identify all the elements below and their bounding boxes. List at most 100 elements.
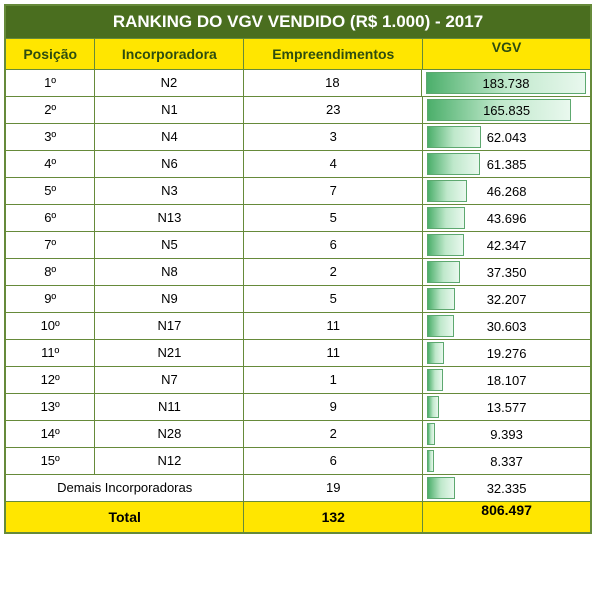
total-emp: 132 bbox=[244, 502, 423, 532]
table-row: 12ºN71 18.107 bbox=[6, 367, 590, 394]
vgv-label: 8.337 bbox=[427, 454, 586, 469]
vgv-label: 37.350 bbox=[427, 265, 586, 280]
cell-emp: 18 bbox=[244, 70, 422, 97]
vgv-label: 43.696 bbox=[427, 211, 586, 226]
cell-emp: 7 bbox=[244, 178, 423, 205]
demais-vgv-cell: 32.335 bbox=[423, 475, 590, 502]
cell-vgv: 61.385 bbox=[423, 151, 590, 178]
cell-inc: N12 bbox=[95, 448, 244, 475]
cell-inc: N7 bbox=[95, 367, 244, 394]
cell-pos: 9º bbox=[6, 286, 95, 313]
cell-pos: 4º bbox=[6, 151, 95, 178]
cell-emp: 9 bbox=[244, 394, 423, 421]
vgv-label: 9.393 bbox=[427, 427, 586, 442]
table-row: 9ºN9532.207 bbox=[6, 286, 590, 313]
table-row: 11ºN211119.276 bbox=[6, 340, 590, 367]
vgv-label: 62.043 bbox=[427, 130, 586, 145]
cell-vgv: 62.043 bbox=[423, 124, 590, 151]
cell-pos: 3º bbox=[6, 124, 95, 151]
cell-emp: 2 bbox=[244, 259, 423, 286]
cell-vgv: 13.577 bbox=[423, 394, 590, 421]
cell-pos: 15º bbox=[6, 448, 95, 475]
table-row: 10ºN171130.603 bbox=[6, 313, 590, 340]
cell-vgv: 43.696 bbox=[423, 205, 590, 232]
table-row: 3ºN43 62.043 bbox=[6, 124, 590, 151]
cell-vgv: 18.107 bbox=[423, 367, 590, 394]
cell-vgv: 183.738 bbox=[422, 70, 590, 97]
cell-pos: 13º bbox=[6, 394, 95, 421]
cell-pos: 5º bbox=[6, 178, 95, 205]
cell-inc: N9 bbox=[95, 286, 244, 313]
table-row: 8ºN82 37.350 bbox=[6, 259, 590, 286]
demais-vgv-label: 32.335 bbox=[427, 481, 586, 496]
cell-pos: 7º bbox=[6, 232, 95, 259]
table-row: 2ºN123 165.835 bbox=[6, 97, 590, 124]
cell-vgv: 19.276 bbox=[423, 340, 590, 367]
header-empreendimentos: Empreendimentos bbox=[244, 39, 423, 70]
table-row: 4ºN64 61.385 bbox=[6, 151, 590, 178]
cell-emp: 11 bbox=[244, 340, 423, 367]
cell-inc: N5 bbox=[95, 232, 244, 259]
table-row: 5ºN37 46.268 bbox=[6, 178, 590, 205]
cell-inc: N13 bbox=[95, 205, 244, 232]
cell-pos: 12º bbox=[6, 367, 95, 394]
cell-pos: 10º bbox=[6, 313, 95, 340]
cell-emp: 11 bbox=[244, 313, 423, 340]
cell-vgv: 37.350 bbox=[423, 259, 590, 286]
cell-pos: 6º bbox=[6, 205, 95, 232]
demais-emp: 19 bbox=[244, 475, 423, 502]
total-label: Total bbox=[6, 502, 244, 532]
header-incorporadora: Incorporadora bbox=[95, 39, 244, 70]
table-row: 13ºN119 13.577 bbox=[6, 394, 590, 421]
cell-inc: N1 bbox=[95, 97, 244, 124]
total-row: Total 132 806.497 bbox=[6, 502, 590, 532]
cell-vgv: 8.337 bbox=[423, 448, 590, 475]
cell-vgv: 32.207 bbox=[423, 286, 590, 313]
vgv-label: 46.268 bbox=[427, 184, 586, 199]
cell-emp: 5 bbox=[244, 205, 423, 232]
cell-vgv: 46.268 bbox=[423, 178, 590, 205]
cell-inc: N28 bbox=[95, 421, 244, 448]
cell-pos: 11º bbox=[6, 340, 95, 367]
cell-inc: N11 bbox=[95, 394, 244, 421]
vgv-label: 61.385 bbox=[427, 157, 586, 172]
cell-pos: 2º bbox=[6, 97, 95, 124]
cell-inc: N3 bbox=[95, 178, 244, 205]
cell-emp: 2 bbox=[244, 421, 423, 448]
vgv-label: 183.738 bbox=[426, 76, 586, 91]
header-posicao: Posição bbox=[6, 39, 95, 70]
cell-emp: 4 bbox=[244, 151, 423, 178]
cell-emp: 6 bbox=[244, 448, 423, 475]
header-vgv: VGV bbox=[423, 39, 590, 70]
cell-pos: 1º bbox=[6, 70, 95, 97]
cell-inc: N2 bbox=[95, 70, 244, 97]
vgv-label: 18.107 bbox=[427, 373, 586, 388]
cell-emp: 3 bbox=[244, 124, 423, 151]
table-row: 14ºN282 9.393 bbox=[6, 421, 590, 448]
vgv-label: 42.347 bbox=[427, 238, 586, 253]
cell-emp: 6 bbox=[244, 232, 423, 259]
cell-inc: N6 bbox=[95, 151, 244, 178]
vgv-label: 165.835 bbox=[427, 103, 586, 118]
cell-vgv: 42.347 bbox=[423, 232, 590, 259]
cell-pos: 8º bbox=[6, 259, 95, 286]
ranking-table: RANKING DO VGV VENDIDO (R$ 1.000) - 2017… bbox=[4, 4, 592, 534]
cell-emp: 1 bbox=[244, 367, 423, 394]
cell-vgv: 30.603 bbox=[423, 313, 590, 340]
table-title: RANKING DO VGV VENDIDO (R$ 1.000) - 2017 bbox=[6, 6, 590, 39]
total-vgv: 806.497 bbox=[423, 502, 590, 532]
cell-emp: 23 bbox=[244, 97, 423, 124]
vgv-label: 13.577 bbox=[427, 400, 586, 415]
demais-row: Demais Incorporadoras 19 32.335 bbox=[6, 475, 590, 502]
vgv-label: 19.276 bbox=[427, 346, 586, 361]
header-row: Posição Incorporadora Empreendimentos VG… bbox=[6, 39, 590, 70]
table-row: 7ºN56 42.347 bbox=[6, 232, 590, 259]
cell-vgv: 9.393 bbox=[423, 421, 590, 448]
cell-pos: 14º bbox=[6, 421, 95, 448]
cell-inc: N8 bbox=[95, 259, 244, 286]
cell-inc: N4 bbox=[95, 124, 244, 151]
table-row: 1ºN218 183.738 bbox=[6, 70, 590, 97]
table-row: 15ºN126 8.337 bbox=[6, 448, 590, 475]
cell-emp: 5 bbox=[244, 286, 423, 313]
vgv-label: 30.603 bbox=[427, 319, 586, 334]
